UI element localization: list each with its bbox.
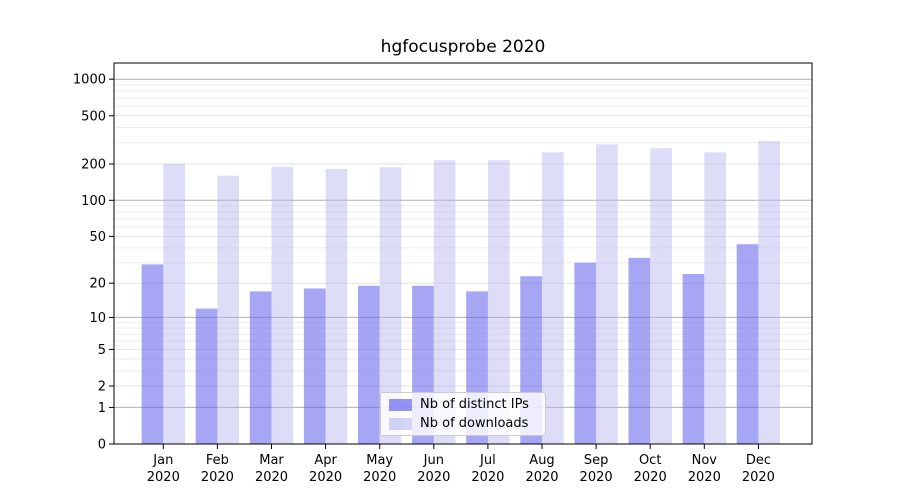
- bar-distinct-ips: [141, 264, 164, 444]
- bar-downloads: [325, 168, 348, 444]
- x-axis-tick-label-month: Apr: [314, 453, 337, 468]
- x-axis-tick-label-year: 2020: [417, 470, 450, 485]
- y-axis-tick-label: 500: [81, 109, 106, 124]
- x-axis-tick-label-year: 2020: [363, 470, 396, 485]
- bar-downloads: [758, 140, 781, 444]
- bar-distinct-ips: [682, 274, 705, 444]
- legend-label-distinct-ips: Nb of distinct IPs: [420, 397, 529, 412]
- bar-distinct-ips: [574, 262, 597, 444]
- x-axis-tick-label-month: Nov: [692, 453, 718, 468]
- x-axis-tick-label-year: 2020: [309, 470, 342, 485]
- bar-downloads: [217, 175, 240, 444]
- x-axis-tick-label-month: Jul: [479, 453, 496, 468]
- x-axis-tick-label-year: 2020: [201, 470, 234, 485]
- y-axis-tick-label: 20: [89, 277, 106, 292]
- y-axis-tick-label: 10: [89, 311, 106, 326]
- bar-downloads: [596, 144, 618, 444]
- x-axis-tick-label-year: 2020: [688, 470, 721, 485]
- y-axis-tick-label: 2: [98, 379, 106, 394]
- x-axis-tick-label-month: Mar: [259, 453, 284, 468]
- bar-distinct-ips: [628, 257, 651, 444]
- y-axis-tick-label: 1: [98, 401, 106, 416]
- x-axis-tick-label-month: Dec: [746, 453, 771, 468]
- x-axis-tick-label-month: Jun: [423, 453, 444, 468]
- y-axis-tick-label: 0: [98, 438, 106, 453]
- bar-downloads: [542, 152, 564, 445]
- bar-distinct-ips: [303, 288, 326, 444]
- y-axis-tick-label: 1000: [73, 73, 106, 88]
- bar-distinct-ips: [358, 285, 380, 444]
- bar-downloads: [487, 160, 510, 444]
- bar-downloads: [650, 148, 672, 444]
- x-axis-tick-label-year: 2020: [634, 470, 667, 485]
- chart-title: hgfocusprobe 2020: [380, 37, 546, 57]
- x-axis-tick-label-year: 2020: [147, 470, 180, 485]
- y-axis-tick-label: 50: [89, 230, 106, 245]
- y-axis-tick-label: 5: [98, 343, 106, 358]
- legend-swatch-downloads: [389, 417, 412, 430]
- legend-swatch-distinct-ips: [389, 398, 412, 411]
- x-axis-tick-label-month: May: [366, 453, 393, 468]
- x-axis-tick-label-year: 2020: [255, 470, 288, 485]
- bar-downloads: [379, 167, 402, 444]
- x-axis-tick-label-month: Oct: [639, 453, 661, 468]
- legend: Nb of distinct IPs Nb of downloads: [380, 392, 546, 436]
- y-axis-tick-label: 200: [81, 157, 106, 172]
- x-axis-tick-label-year: 2020: [742, 470, 775, 485]
- x-axis-tick-label-year: 2020: [525, 470, 558, 485]
- bar-distinct-ips: [195, 308, 218, 444]
- x-axis-tick-label-month: Sep: [584, 453, 609, 468]
- legend-item-downloads: Nb of downloads: [389, 416, 537, 431]
- bar-downloads: [433, 160, 456, 444]
- legend-label-downloads: Nb of downloads: [420, 416, 529, 431]
- bar-downloads: [704, 152, 726, 445]
- x-axis-tick-label-year: 2020: [471, 470, 504, 485]
- x-axis-tick-label-month: Feb: [206, 453, 229, 468]
- x-axis-tick-label-month: Aug: [529, 453, 554, 468]
- bar-downloads: [271, 166, 294, 444]
- bar-downloads: [163, 164, 185, 444]
- x-axis-tick-label-year: 2020: [580, 470, 613, 485]
- bar-distinct-ips: [736, 244, 759, 444]
- bar-distinct-ips: [249, 291, 272, 444]
- legend-item-distinct-ips: Nb of distinct IPs: [389, 397, 537, 412]
- plot-border: [113, 62, 813, 445]
- y-axis-tick-label: 100: [81, 194, 106, 209]
- x-axis-tick-label-month: Jan: [152, 453, 173, 468]
